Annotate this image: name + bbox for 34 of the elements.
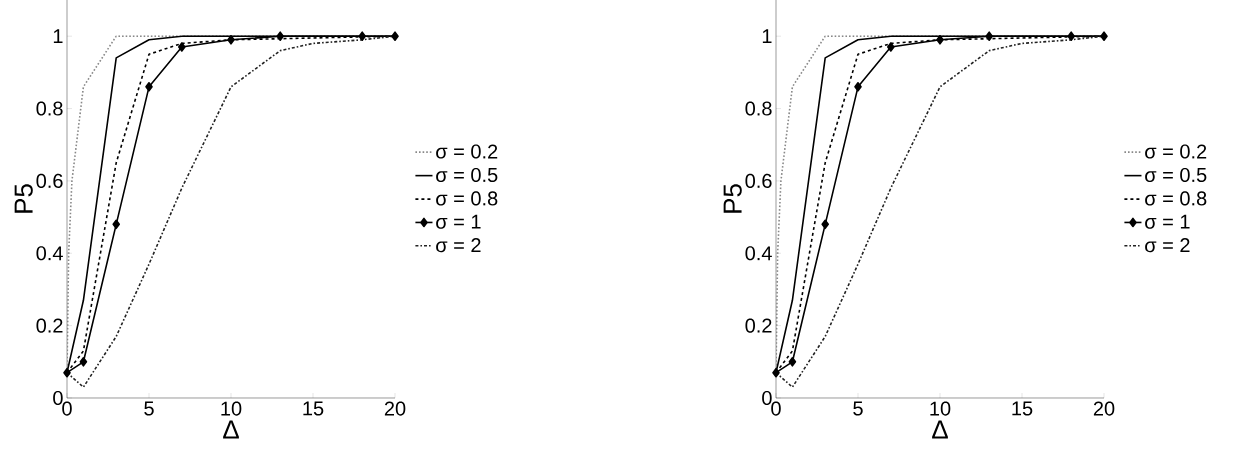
legend-label: σ = 0.5 [1145,167,1207,183]
x-axis-title: Δ [932,420,948,439]
x-axis-title: Δ [223,420,239,439]
y-tick-label: 0 [762,390,772,406]
legend-label: σ = 0.5 [436,167,498,183]
x-tick-label: 20 [384,401,406,416]
x-tick-label: 15 [1012,401,1033,416]
legend-label: σ = 1 [1145,214,1190,229]
x-tick-label: 5 [853,401,863,416]
y-tick-label: 0.2 [745,318,772,333]
y-tick-label: 0.6 [745,173,772,188]
y-tick-label: 0.8 [36,101,63,116]
legend-label: σ = 0.8 [1145,191,1207,206]
x-tick-label: 20 [1093,401,1115,416]
y-tick-label: 1 [762,29,772,44]
y-tick-label: 0.4 [36,246,63,261]
x-tick-label: 10 [930,401,951,416]
legend-label: σ = 0.2 [1145,144,1207,159]
y-tick-label: 0.8 [745,101,772,116]
y-tick-label: 1 [53,29,63,44]
x-tick-label: 10 [221,401,242,416]
x-tick-label: 5 [144,401,154,416]
y-tick-label: 0.6 [36,173,63,188]
y-tick-label: 0 [53,390,63,406]
x-tick-label: 15 [303,401,324,416]
y-tick-label: 0.2 [36,318,63,333]
legend-label: σ = 0.8 [436,191,498,206]
legend-label: σ = 1 [436,214,481,229]
legend-label: σ = 2 [1145,238,1190,253]
y-axis-title: P5 [723,184,742,213]
legend-label: σ = 0.2 [436,144,498,159]
legend-label: σ = 2 [436,238,481,253]
y-tick-label: 0.4 [745,246,772,261]
y-axis-title: P5 [14,184,33,213]
